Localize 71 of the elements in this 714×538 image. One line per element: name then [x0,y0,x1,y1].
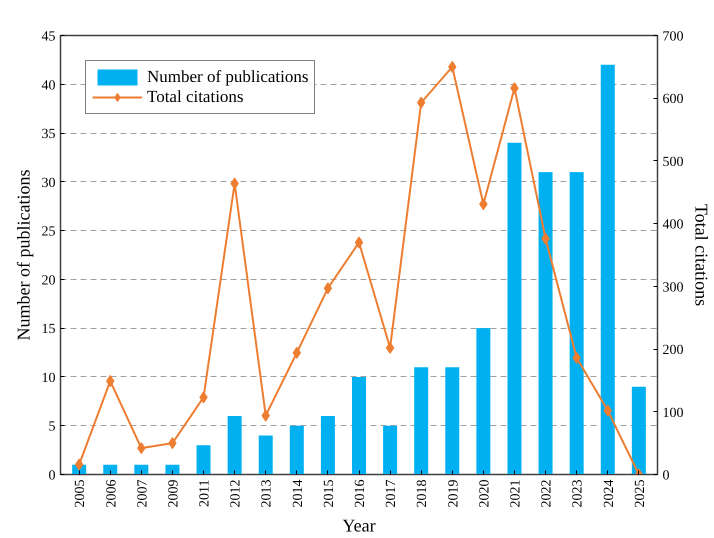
bar [196,445,211,474]
x-tick-label: 2024 [602,480,617,508]
bar [445,367,460,474]
bar [414,367,428,474]
point [199,391,208,404]
y2-tick-label: 200 [662,343,684,358]
x-tick-label: 2021 [508,480,524,508]
bar [383,426,398,474]
x-tick-label: 2015 [322,480,337,508]
y2-tick-label: 500 [662,154,684,170]
x-tick-label: 2007 [135,480,150,508]
y-tick-label: 45 [42,30,56,44]
y-tick-label: 25 [42,224,56,240]
x-tick-label: 2020 [477,480,492,508]
y-tick-label: 0 [48,468,56,484]
x-tick-label: 2011 [198,479,213,507]
y-tick-label: 40 [42,78,56,94]
bar [320,416,335,474]
x-tick-label: 2023 [570,480,586,508]
y-tick-label: 35 [42,127,56,142]
bar [165,464,180,474]
x-tick-label: 2022 [540,480,555,508]
point [572,352,581,364]
x-tick-label: 2017 [384,480,400,508]
x-tick-label: 2016 [353,480,368,508]
bar [476,328,490,474]
bar [600,64,615,474]
point [510,82,519,94]
y-tick-label: 15 [42,322,56,338]
y2-tick-label: 300 [662,280,684,296]
point [168,437,177,450]
y2-tick-label: 600 [662,92,684,108]
y2-tick-label: 100 [662,406,684,421]
bar [258,435,273,474]
y-tick-label: 10 [42,370,56,386]
x-tick-label: 2014 [290,480,306,508]
y-axis-title: Number of publications [14,170,34,340]
point [479,198,488,210]
x-tick-label: 2006 [104,480,120,508]
y-tick-label: 5 [48,420,56,435]
point [541,232,550,245]
bar [134,464,148,474]
bar [103,464,118,474]
point [137,442,146,454]
bar [228,416,242,474]
point [74,458,84,470]
point [386,342,394,354]
point [324,282,332,294]
x-tick-label: 2013 [260,480,275,508]
x-tick-label: 2009 [166,480,182,508]
y-tick-label: 20 [42,273,56,288]
x-tick-label: 2005 [73,480,88,508]
point [354,236,364,248]
bar [352,376,366,474]
y2-tick-label: 400 [662,218,684,233]
y2-axis-title: Total citations [692,204,712,306]
y2-tick-label: 0 [662,468,670,484]
bar [632,386,646,474]
bar [538,172,553,474]
bar [570,172,584,474]
x-axis-title: Year [342,516,376,536]
y2-tick-label: 700 [662,30,684,44]
x-tick-label: 2025 [632,480,648,508]
bar [507,142,522,474]
y-tick-label: 30 [42,176,56,191]
legend-label: Number of publications [147,67,308,87]
x-tick-label: 2012 [228,480,244,508]
x-tick-label: 2019 [446,480,462,508]
bar [290,426,304,474]
x-tick-label: 2018 [415,480,430,508]
legend-label: Total citations [147,87,244,107]
